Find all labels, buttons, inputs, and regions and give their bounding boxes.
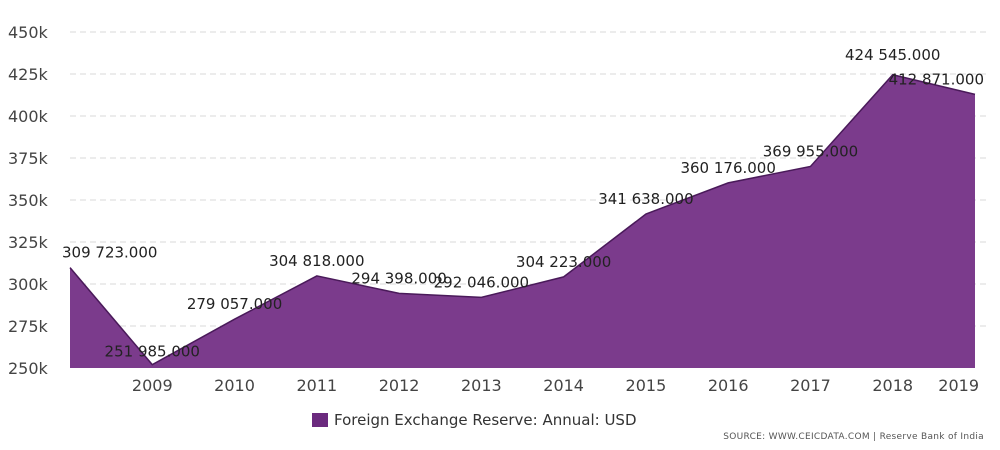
data-label: 424 545.000 — [845, 46, 940, 64]
data-label: 279 057.000 — [187, 295, 282, 313]
source-note: SOURCE: WWW.CEICDATA.COM | Reserve Bank … — [723, 432, 984, 442]
x-tick-label: 2014 — [543, 376, 584, 395]
y-tick-label: 425k — [8, 65, 49, 84]
data-label: 369 955.000 — [763, 142, 858, 160]
legend-label: Foreign Exchange Reserve: Annual: USD — [334, 411, 637, 429]
y-tick-label: 325k — [8, 233, 49, 252]
data-label: 304 223.000 — [516, 253, 611, 271]
data-label: 360 176.000 — [680, 159, 775, 177]
y-tick-label: 450k — [8, 23, 49, 42]
x-tick-label: 2011 — [296, 376, 337, 395]
x-tick-label: 2016 — [708, 376, 749, 395]
y-tick-label: 400k — [8, 107, 49, 126]
data-label: 304 818.000 — [269, 252, 364, 270]
x-tick-label: 2015 — [626, 376, 667, 395]
data-label: 412 871.000 — [889, 70, 984, 88]
grid-lines — [70, 31, 990, 327]
legend[interactable]: Foreign Exchange Reserve: Annual: USD — [312, 410, 637, 430]
x-tick-label: 2010 — [214, 376, 255, 395]
x-tick-label: 2018 — [872, 376, 913, 395]
x-tick-label: 2013 — [461, 376, 502, 395]
data-label: 294 398.000 — [351, 269, 446, 287]
x-tick-label: 2012 — [379, 376, 420, 395]
y-tick-label: 350k — [8, 191, 49, 210]
x-tick-label: 2019 — [938, 376, 979, 395]
series-line — [69, 73, 976, 366]
x-tick-label: 2009 — [132, 376, 173, 395]
x-axis: 2009 2010 2011 2012 2013 2014 2015 2016 2017 2018… — [132, 376, 979, 395]
data-labels: 309 723.000 251 985.000 279 057.000 304 818… — [62, 46, 984, 361]
y-axis: 250k 275k 300k 325k 350k 375k 400k 425k 450k — [8, 23, 49, 378]
y-tick-label: 250k — [8, 359, 49, 378]
y-tick-label: 375k — [8, 149, 49, 168]
y-tick-label: 300k — [8, 275, 49, 294]
data-label: 309 723.000 — [62, 244, 157, 262]
x-tick-label: 2017 — [790, 376, 831, 395]
data-label: 292 046.000 — [434, 273, 529, 291]
data-label: 251 985.000 — [105, 343, 200, 361]
legend-swatch — [312, 413, 328, 427]
data-label: 341 638.000 — [598, 190, 693, 208]
y-tick-label: 275k — [8, 317, 49, 336]
series-area-fill — [70, 74, 975, 368]
series-area — [69, 73, 976, 368]
